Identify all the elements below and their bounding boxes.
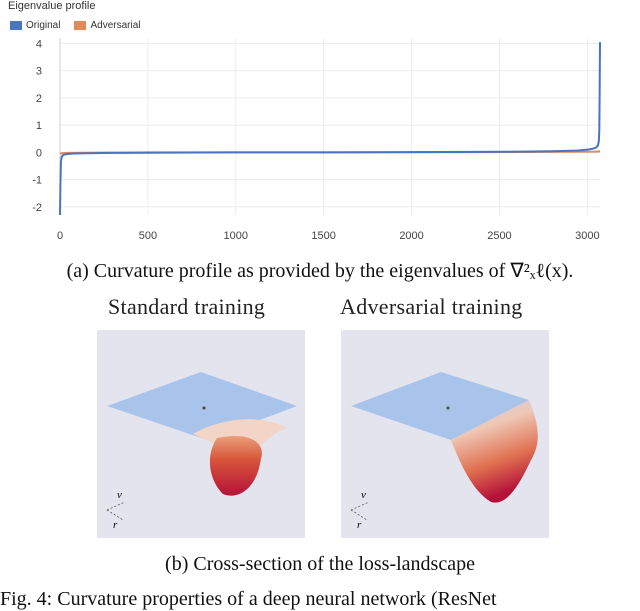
surface-plane [351, 372, 529, 440]
series-line-original [59, 42, 601, 216]
y-tick-label: 0 [36, 147, 42, 159]
y-tick-label: 4 [36, 38, 42, 50]
axis-v-label: v [117, 489, 122, 501]
axis-v-label: v [361, 489, 366, 501]
y-tick-label: 2 [36, 93, 42, 105]
legend-label-original: Original [26, 20, 61, 31]
caption-b: (b) Cross-section of the loss-landscape [165, 553, 475, 575]
figure-caption: Fig. 4: Curvature properties of a deep n… [0, 588, 497, 610]
x-tick-label: 0 [57, 230, 63, 242]
origin-marker [202, 406, 206, 410]
panel-title-standard: Standard training [108, 294, 266, 319]
legend-item-adversarial[interactable]: Adversarial [74, 20, 141, 31]
legend-label-adversarial: Adversarial [90, 20, 141, 31]
panel-title-adversarial: Adversarial training [340, 294, 523, 319]
loss-surface-adversarial: v r [350, 372, 538, 531]
panel-adversarial: v r [341, 330, 549, 538]
x-tick-label: 2000 [399, 230, 423, 242]
surface-basin [451, 400, 538, 503]
axes-glyph [106, 501, 126, 521]
y-tick-label: -1 [32, 175, 42, 187]
axis-r-label: r [357, 519, 362, 531]
loss-surface-standard: v r [106, 372, 297, 531]
legend-item-original[interactable]: Original [10, 20, 60, 31]
chart-legend: Original Adversarial [10, 20, 141, 31]
axes-glyph [350, 501, 370, 521]
eigenvalue-chart: 4 3 2 1 0 -1 -2 0 500 1000 1500 2000 2500 3000 [32, 38, 601, 242]
y-tick-label: -2 [32, 202, 42, 214]
legend-swatch-adversarial [74, 21, 87, 30]
x-tick-label: 2500 [487, 230, 511, 242]
caption-a: (a) Curvature profile as provided by the… [66, 260, 574, 282]
y-tick-label: 1 [36, 120, 42, 132]
origin-marker [446, 406, 450, 410]
x-tick-label: 1000 [224, 230, 248, 242]
surface-basin [209, 436, 262, 496]
x-tick-label: 500 [139, 230, 157, 242]
y-tick-label: 3 [36, 66, 42, 78]
chart-title: Eigenvalue profile [8, 0, 96, 12]
panel-standard: v r [97, 330, 305, 538]
axis-r-label: r [113, 519, 118, 531]
x-tick-label: 1500 [311, 230, 335, 242]
x-tick-label: 3000 [575, 230, 599, 242]
legend-swatch-original [10, 21, 22, 30]
